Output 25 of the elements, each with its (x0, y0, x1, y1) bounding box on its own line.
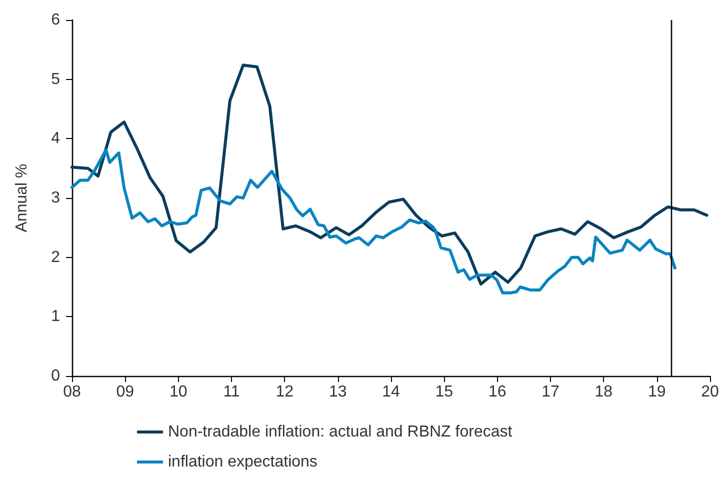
x-tick-label: 13 (328, 384, 347, 400)
x-tick-label: 12 (276, 384, 294, 400)
line-series (70, 64, 708, 286)
y-tick-label: 0 (51, 368, 60, 384)
x-tick-label: 19 (648, 384, 666, 400)
x-tick-label: 17 (542, 384, 560, 400)
y-tick-label: 6 (51, 12, 60, 28)
y-tick-label: 5 (51, 70, 60, 88)
y-axis-title: Annual % (14, 164, 30, 232)
x-tick-label: 14 (382, 384, 400, 400)
y-tick-label: 1 (51, 308, 60, 326)
x-tick-label: 18 (594, 384, 613, 400)
x-tick-label: 16 (488, 384, 506, 400)
y-tick-label: 3 (51, 190, 60, 206)
x-tick-label: 20 (701, 384, 719, 400)
x-tick-label: 15 (435, 384, 454, 400)
x-tick-label: 09 (116, 384, 134, 400)
legend-label: Non-tradable inflation: actual and RBNZ forecast (168, 424, 513, 440)
x-tick-label: 08 (63, 384, 81, 400)
legend-label: inflation expectations (168, 454, 318, 470)
x-tick-label: 10 (169, 384, 188, 400)
y-tick-label: 4 (51, 130, 60, 148)
y-tick-label: 2 (51, 248, 60, 266)
line-series (70, 148, 676, 294)
x-tick-label: 11 (223, 384, 240, 400)
